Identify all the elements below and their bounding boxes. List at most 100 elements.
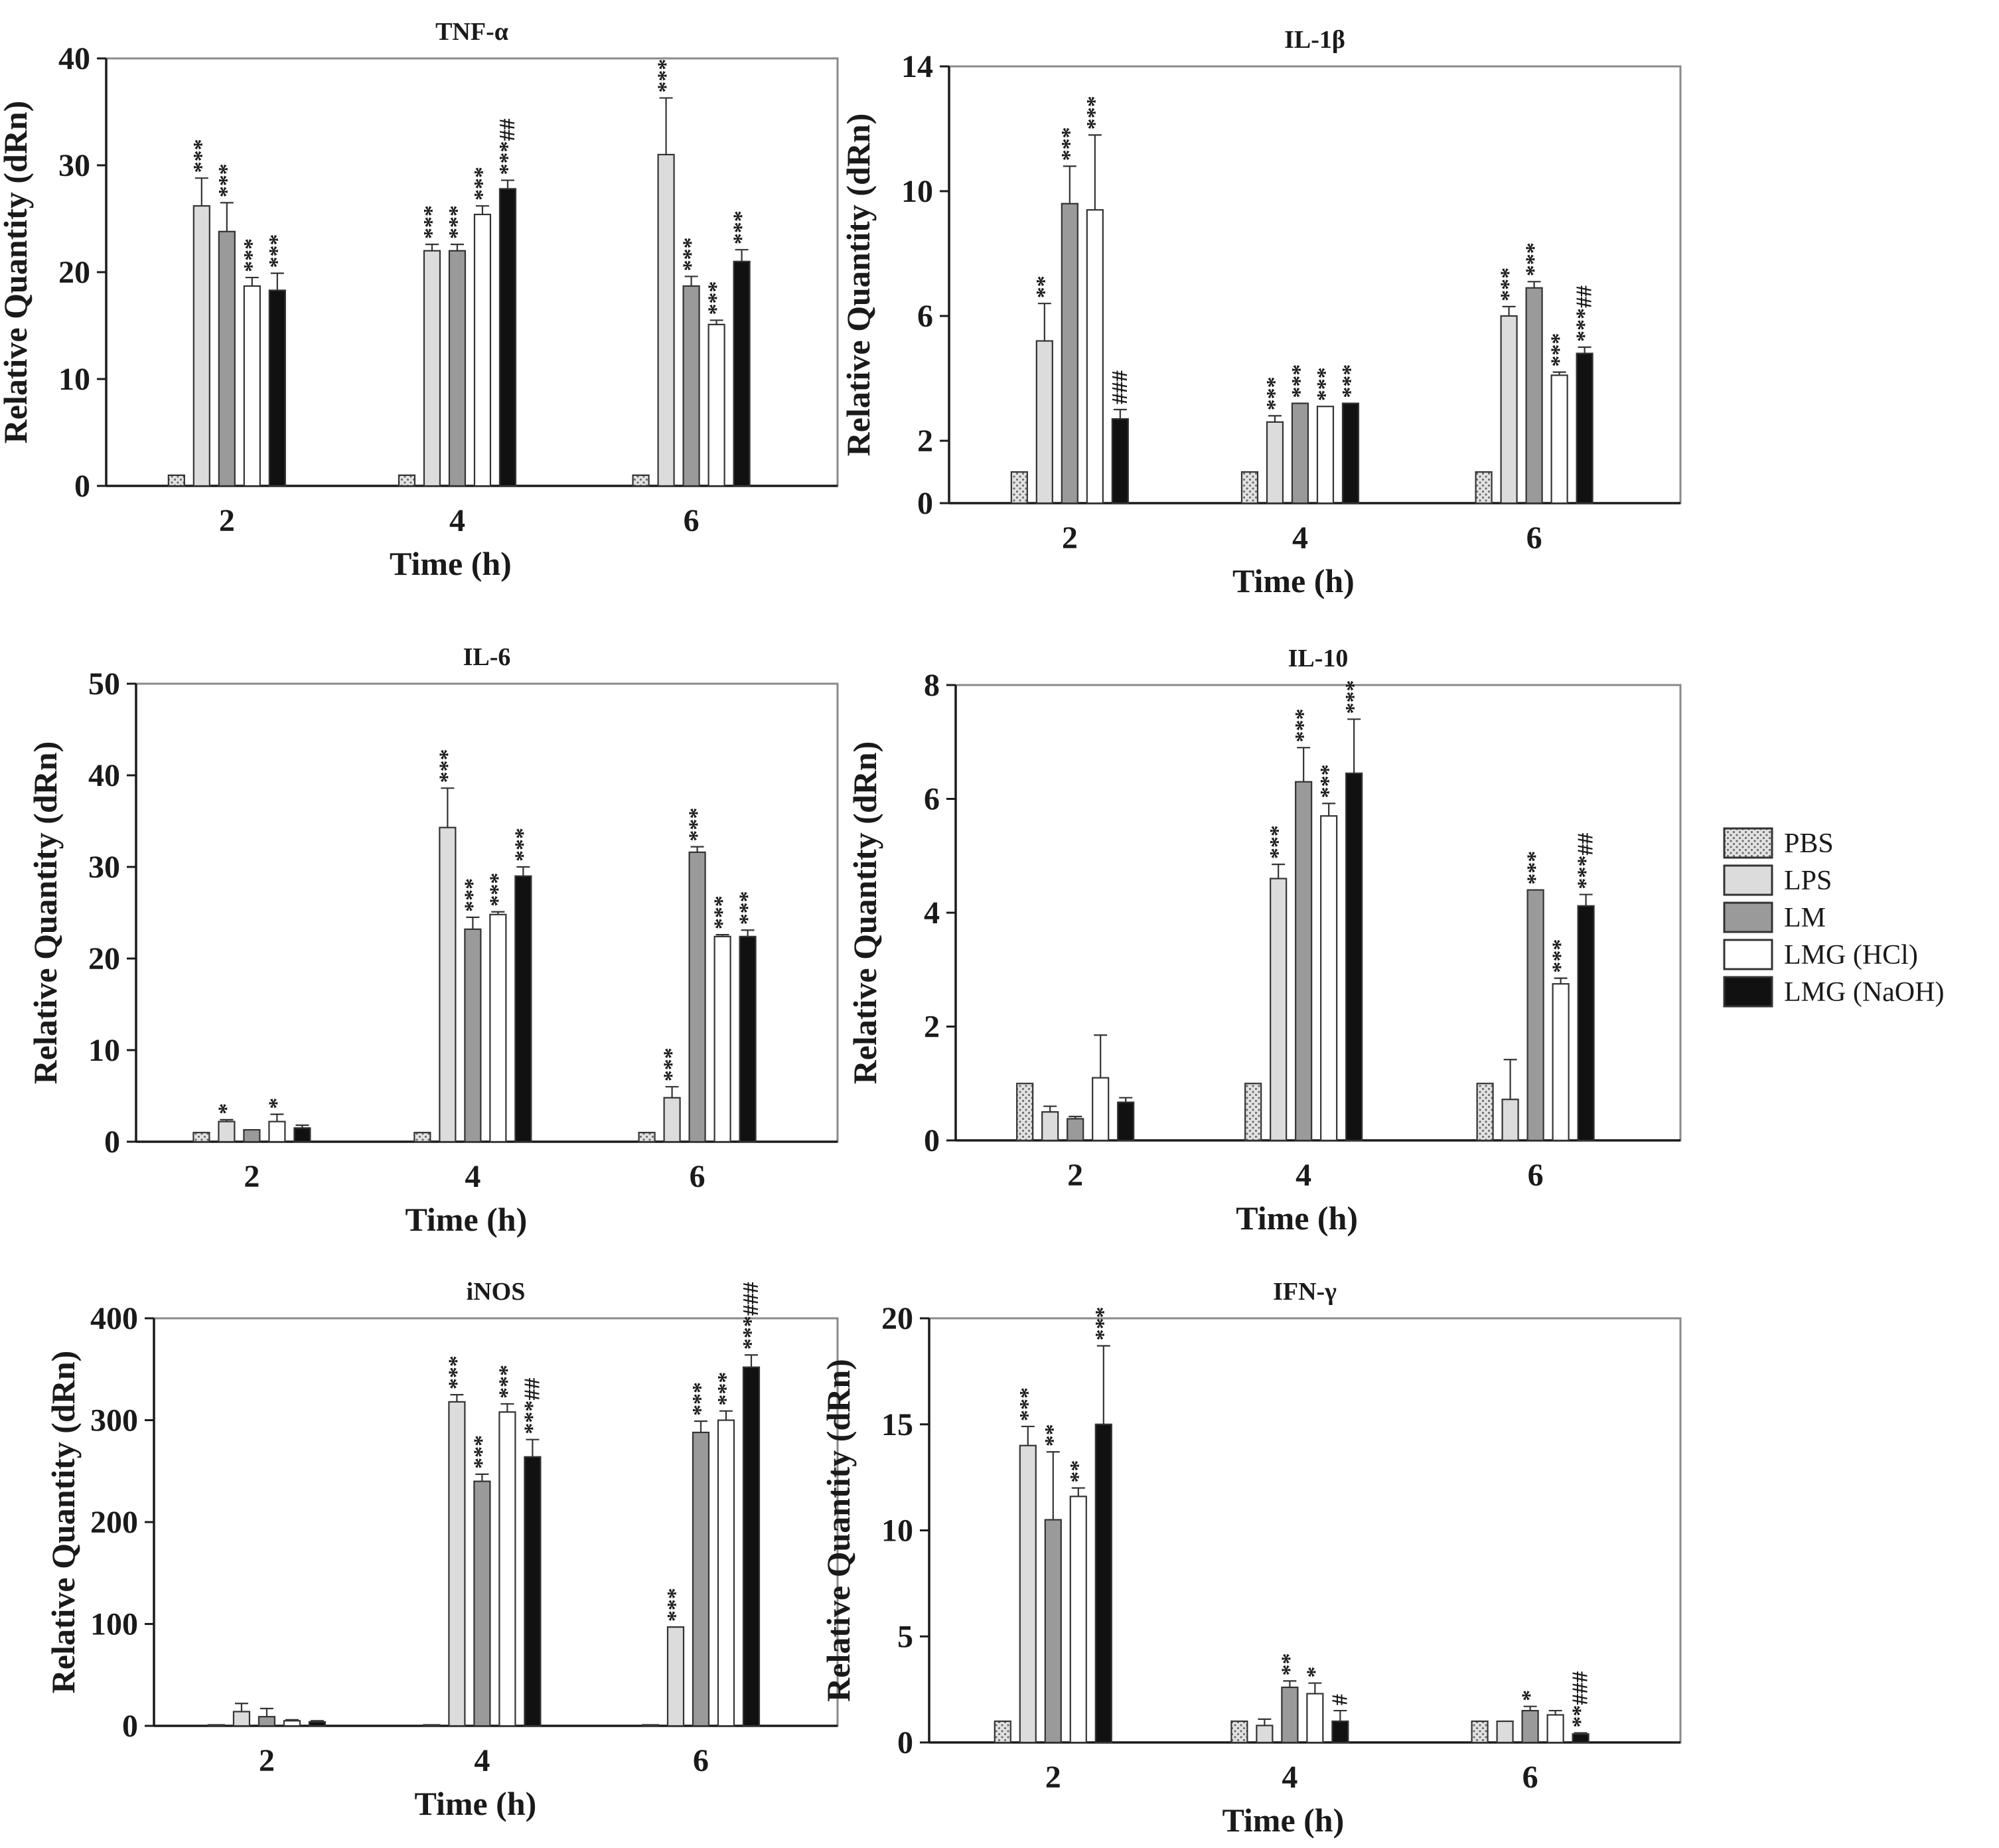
x-tick-label: 2 <box>219 503 235 538</box>
bar <box>1525 287 1543 504</box>
bar <box>1345 772 1363 1142</box>
y-tick-label: 0 <box>104 1124 120 1160</box>
significance-label: *** <box>189 139 214 173</box>
bar <box>1061 202 1078 504</box>
chart-title: IL-10 <box>1288 645 1349 672</box>
bar <box>514 875 532 1143</box>
y-tick-label: 0 <box>74 469 90 504</box>
chart-title: TNF-α <box>435 18 508 46</box>
chart-title: iNOS <box>467 1278 526 1306</box>
bar <box>243 1128 261 1143</box>
bar <box>1476 1083 1494 1142</box>
y-tick-label: 20 <box>88 941 120 976</box>
bar <box>473 213 492 487</box>
legend-label: PBS <box>1784 828 1834 859</box>
bar <box>1500 315 1518 504</box>
y-tick-label: 20 <box>58 255 90 290</box>
bar <box>268 289 286 487</box>
significance-label: ** <box>1032 275 1057 298</box>
bar <box>413 1132 431 1143</box>
x-tick-label: 2 <box>244 1159 259 1194</box>
chart-panel-2: IL-6 0 10 20 30 40 50 Relative Quantity (dRn) 2 *… <box>27 643 839 1238</box>
significance-label: **### <box>1568 1671 1593 1728</box>
x-tick-label: 4 <box>465 1159 481 1194</box>
bar <box>1069 1496 1087 1744</box>
bar <box>1019 1444 1037 1744</box>
x-tick-label: 6 <box>1528 1158 1544 1193</box>
bar <box>1041 1111 1059 1142</box>
y-axis-label: Relative Quantity (dRn) <box>0 101 34 444</box>
significance-label: *** <box>685 808 709 842</box>
x-axis-label: Time (h) <box>1236 1199 1358 1237</box>
bar <box>1475 471 1493 504</box>
bar <box>448 1401 466 1727</box>
x-axis-label: Time (h) <box>1232 562 1355 599</box>
significance-label: * <box>214 1103 238 1115</box>
x-axis-label: Time (h) <box>415 1785 537 1822</box>
bar <box>167 474 185 487</box>
legend-swatch <box>1723 864 1773 896</box>
y-tick-label: 5 <box>897 1619 913 1654</box>
x-tick-label: 4 <box>449 503 465 538</box>
significance-label: *** <box>1497 268 1521 301</box>
bar <box>1256 1725 1274 1744</box>
chart-title: IL-1β <box>1284 26 1345 54</box>
bar <box>1552 983 1570 1142</box>
bar <box>439 826 457 1143</box>
y-tick-label: 0 <box>924 1123 940 1158</box>
bar <box>218 230 236 487</box>
chart-title: IL-6 <box>463 643 511 671</box>
bar <box>1496 1720 1514 1744</box>
bar <box>1550 374 1568 504</box>
bar <box>739 935 757 1143</box>
bar <box>1086 209 1104 504</box>
bar <box>1092 1077 1110 1142</box>
bar <box>632 474 650 487</box>
bar <box>641 1724 660 1727</box>
significance-label: *** <box>704 281 729 315</box>
bar <box>1117 1101 1135 1142</box>
y-tick-label: 0 <box>122 1709 138 1744</box>
bar <box>1341 402 1360 504</box>
significance-label: # <box>1327 1694 1352 1705</box>
bar <box>666 1626 685 1727</box>
bar <box>657 153 675 487</box>
x-tick-label: 6 <box>693 1743 709 1778</box>
y-axis-label: Relative Quantity (dRn) <box>846 741 883 1085</box>
significance-label: *** <box>1313 367 1337 401</box>
bar <box>1577 905 1595 1142</box>
significance-label: *** <box>1288 364 1312 398</box>
y-axis-label: Relative Quantity (dRn) <box>820 1359 857 1702</box>
bar <box>742 1366 761 1727</box>
significance-label: ** <box>1041 1424 1065 1446</box>
x-tick-label: 2 <box>259 1743 275 1778</box>
bar <box>994 1720 1011 1744</box>
y-tick-label: 0 <box>897 1725 913 1760</box>
significance-label: *** <box>469 1435 494 1469</box>
bar <box>473 1480 491 1727</box>
significance-label: ***## <box>495 119 520 175</box>
significance-label: *** <box>1266 825 1290 859</box>
significance-label: * <box>1518 1690 1542 1701</box>
bar <box>1010 471 1028 504</box>
legend-label: LMG (HCl) <box>1784 940 1918 970</box>
legend-label: LM <box>1784 903 1826 933</box>
significance-label: *** <box>688 1382 713 1416</box>
y-axis-label: Relative Quantity (dRn) <box>840 114 877 457</box>
y-axis-label: Relative Quantity (dRn) <box>44 1351 82 1694</box>
bar <box>1016 1083 1034 1142</box>
significance-label: *** <box>1547 333 1572 367</box>
bar <box>717 1419 735 1727</box>
bar <box>243 285 261 487</box>
x-tick-label: 6 <box>690 1159 705 1194</box>
x-tick-label: 6 <box>1522 1760 1538 1795</box>
significance-label: *** <box>1523 851 1548 885</box>
bar <box>1320 815 1338 1142</box>
x-tick-label: 6 <box>684 503 700 538</box>
bar <box>207 1724 226 1727</box>
bar <box>1471 1720 1489 1744</box>
bar <box>1572 1733 1590 1744</box>
x-tick-label: 4 <box>1296 1158 1311 1193</box>
